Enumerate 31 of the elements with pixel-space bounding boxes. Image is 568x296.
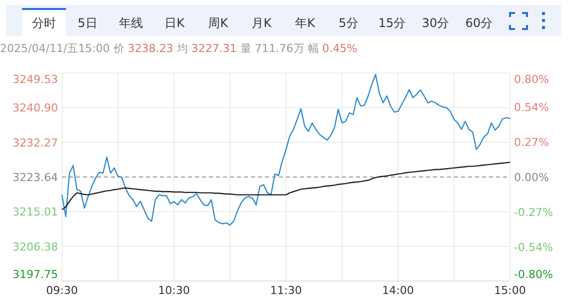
y-tick-label: 3197.75 (12, 268, 58, 281)
x-tick-label: 14:00 (382, 284, 414, 296)
text: 5分 (338, 16, 358, 30)
y2-tick-label: -0.54% (514, 241, 553, 254)
y-tick-label: 3206.38 (12, 240, 58, 254)
y-tick-label: 3240.90 (12, 102, 58, 115)
x-tick-label: 15:00 (494, 284, 526, 296)
y2-tick-label: 0.00% (514, 171, 549, 184)
text: 2025/04/11/五15:00 价 3238.23 均 3227.31 量 711.76万 幅 0.45% (0, 42, 358, 55)
y-tick-label: 3232.27 (12, 136, 58, 150)
x-tick-label: 09:30 (46, 284, 78, 296)
text: 15分 (378, 16, 406, 30)
y2-tick-label: -0.80% (514, 268, 553, 281)
y-tick-label: 3249.53 (12, 73, 58, 86)
x-tick-label: 10:30 (158, 284, 190, 296)
text: 年线 (119, 16, 143, 30)
text: 分时 (32, 16, 56, 30)
y2-tick-label: -0.27% (514, 206, 553, 220)
text: 30分 (422, 16, 450, 30)
x-tick-label: 11:30 (270, 284, 302, 296)
y-tick-label: 3223.64 (12, 171, 58, 184)
text: 年K (295, 16, 316, 30)
text: 周K (208, 16, 230, 30)
y-tick-label: 3215.01 (12, 206, 58, 219)
y2-tick-label: 0.80% (514, 73, 549, 86)
y2-tick-label: 0.54% (514, 100, 549, 114)
text: 60分 (465, 16, 493, 30)
y2-tick-label: 0.27% (514, 136, 549, 149)
text: 日K (164, 16, 186, 30)
text: 5日 (78, 16, 98, 30)
text: 月K (252, 16, 273, 30)
